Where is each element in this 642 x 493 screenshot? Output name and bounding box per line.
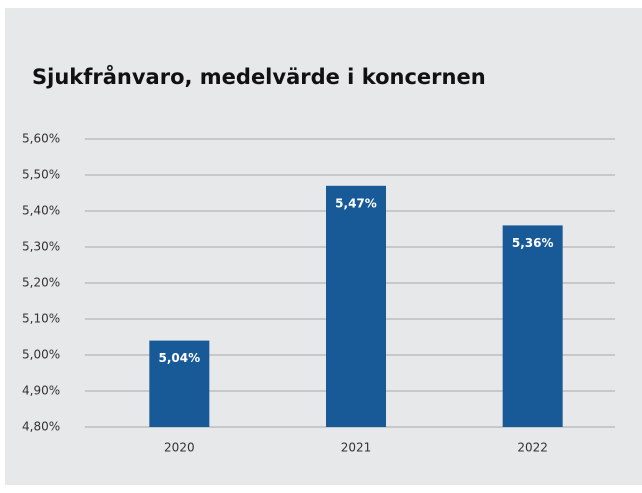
bar [149,340,210,427]
bar [502,225,563,427]
y-tick-label: 4,80% [22,420,60,434]
x-tick-label: 2022 [517,441,548,455]
y-tick-label: 5,30% [22,240,60,254]
value-label: 5,04% [159,351,201,365]
value-label: 5,36% [512,236,554,250]
x-tick-label: 2020 [164,441,195,455]
y-tick-label: 5,10% [22,312,60,326]
y-tick-label: 5,60% [22,132,60,146]
y-tick-label: 5,00% [22,348,60,362]
y-tick-label: 5,20% [22,276,60,290]
x-tick-label: 2021 [341,441,372,455]
chart-title: Sjukfrånvaro, medelvärde i koncernen [32,64,486,89]
y-tick-label: 5,50% [22,168,60,182]
y-tick-label: 5,40% [22,204,60,218]
value-label: 5,47% [335,196,377,210]
bar [326,185,386,427]
y-tick-label: 4,90% [22,384,60,398]
